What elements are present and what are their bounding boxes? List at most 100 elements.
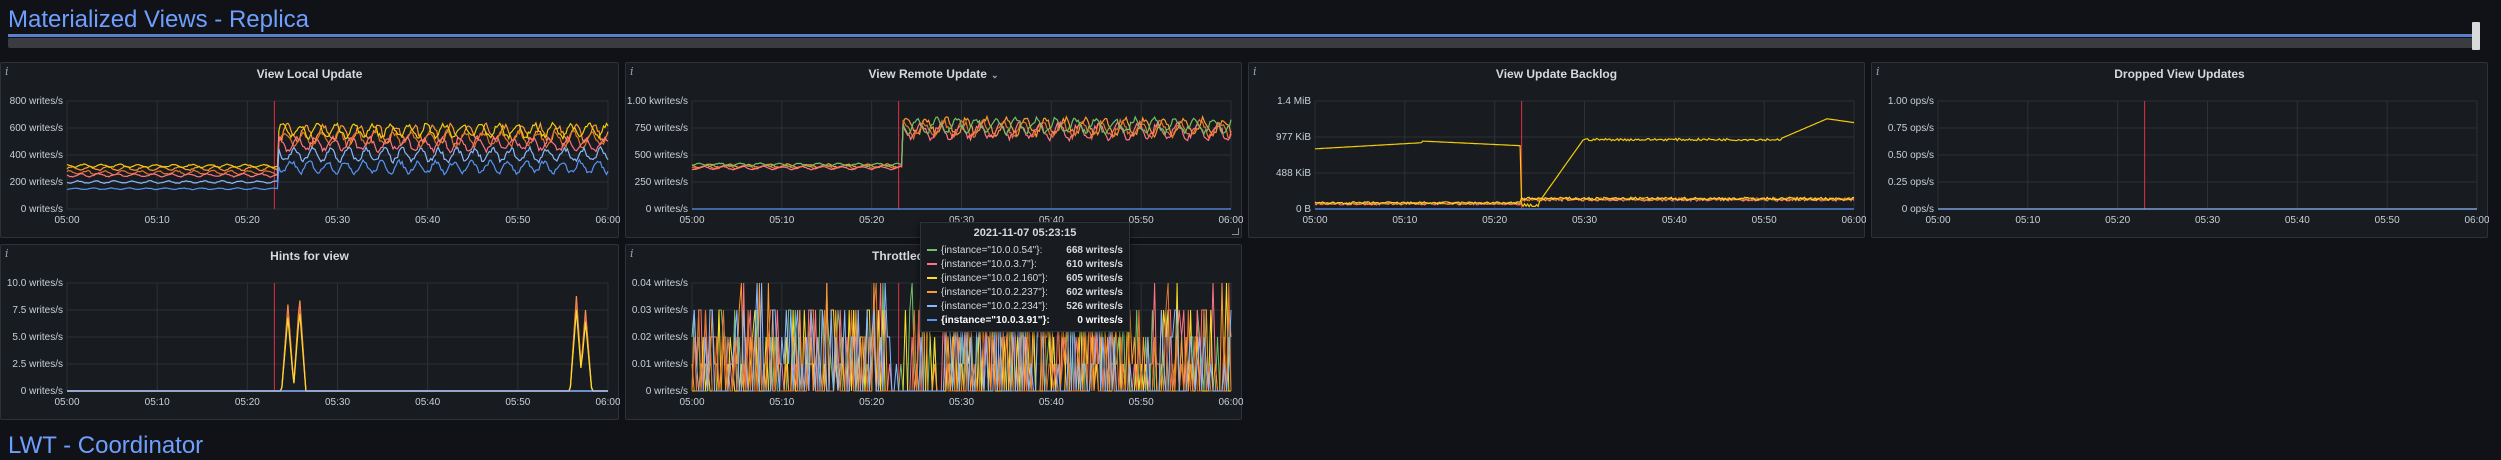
y-tick-label: 750 writes/s	[635, 123, 688, 134]
tooltip-series-value: 0 writes/s	[1077, 314, 1123, 326]
panel-title[interactable]: View Remote Update ⌄	[868, 67, 999, 81]
y-tick-label: 0.01 writes/s	[632, 359, 688, 370]
y-tick-label: 0.04 writes/s	[632, 278, 688, 289]
y-tick-label: 0.03 writes/s	[632, 305, 688, 316]
series-tooltip: 2021-11-07 05:23:15 {instance="10.0.0.54…	[920, 222, 1130, 332]
info-icon[interactable]: i	[630, 247, 634, 260]
series-line	[66, 158, 609, 191]
x-tick-label: 05:00	[1925, 215, 1950, 226]
tooltip-row: {instance="10.0.0.54"}: 668 writes/s	[927, 243, 1123, 257]
resize-handle[interactable]	[1232, 228, 1239, 235]
y-tick-label: 400 writes/s	[10, 150, 63, 161]
row-scrollbar-handle[interactable]	[2472, 22, 2480, 50]
x-tick-label: 05:30	[325, 397, 350, 408]
series-line	[66, 121, 609, 169]
x-tick-label: 05:10	[2015, 215, 2040, 226]
info-icon[interactable]: i	[630, 65, 634, 78]
series-line	[66, 134, 609, 178]
tooltip-row: {instance="10.0.2.234"}: 526 writes/s	[927, 299, 1123, 313]
x-tick-label: 05:00	[679, 397, 704, 408]
x-tick-label: 05:50	[1129, 215, 1154, 226]
x-tick-label: 05:40	[1662, 215, 1687, 226]
panel-view-update-backlog: i View Update Backlog 1.4 MiB 977 KiB 488 …	[1248, 62, 1866, 239]
panel-title[interactable]: View Local Update	[256, 67, 363, 81]
y-tick-label: 1.4 MiB	[1277, 96, 1311, 107]
tooltip-series-value: 602 writes/s	[1066, 286, 1123, 298]
info-icon[interactable]: i	[1876, 65, 1880, 78]
x-tick-label: 05:40	[415, 215, 440, 226]
y-tick-label: 800 writes/s	[10, 96, 63, 107]
tooltip-series-name: {instance="10.0.2.237"}:	[941, 286, 1048, 298]
x-tick-label: 05:00	[1302, 215, 1327, 226]
row-scrollbar-track[interactable]	[8, 38, 2480, 48]
x-tick-label: 05:50	[1752, 215, 1777, 226]
y-tick-label: 0 ops/s	[1902, 204, 1934, 215]
panel-title[interactable]: Hints for view	[270, 249, 349, 263]
x-tick-label: 06:00	[2464, 215, 2489, 226]
tooltip-row: {instance="10.0.2.237"}: 602 writes/s	[927, 285, 1123, 299]
x-tick-label: 05:30	[325, 215, 350, 226]
panel-view-local-update: i View Local Update 800 writes/s 600 writ…	[0, 62, 620, 239]
x-tick-label: 05:00	[679, 215, 704, 226]
chart-dropped-view-updates[interactable]: 1.00 ops/s 0.75 ops/s 0.50 ops/s 0.25 ops/s…	[1872, 63, 2489, 239]
x-tick-label: 05:50	[505, 215, 530, 226]
info-icon[interactable]: i	[5, 65, 9, 78]
y-tick-label: 200 writes/s	[10, 177, 63, 188]
panel-hints-for-view: i Hints for view 10.0 writes/s 7.5 writes…	[0, 244, 620, 421]
series-line	[1314, 196, 1855, 205]
panel-dropped-view-updates: i Dropped View Updates 1.00 ops/s 0.75 op…	[1871, 62, 2489, 239]
chart-view-remote-update[interactable]: 1.00 kwrites/s 750 writes/s 500 writes/s 25…	[626, 63, 1243, 239]
series-swatch	[927, 305, 937, 307]
x-tick-label: 05:10	[769, 397, 794, 408]
panel-title[interactable]: View Update Backlog	[1495, 67, 1618, 81]
x-tick-label: 05:50	[1129, 397, 1154, 408]
series-line	[66, 128, 609, 176]
chart-hints-for-view[interactable]: 10.0 writes/s 7.5 writes/s 5.0 writes/s 2.5…	[1, 245, 620, 421]
panel-title[interactable]: Dropped View Updates	[2114, 67, 2245, 81]
y-tick-label: 0.50 ops/s	[1888, 150, 1934, 161]
x-tick-label: 06:00	[1841, 215, 1866, 226]
info-icon[interactable]: i	[1253, 65, 1257, 78]
tooltip-series-value: 610 writes/s	[1066, 258, 1123, 270]
tooltip-series-name: {instance="10.0.3.7"}:	[941, 258, 1037, 270]
y-tick-label: 500 writes/s	[635, 150, 688, 161]
x-tick-label: 05:50	[505, 397, 530, 408]
y-tick-label: 0 writes/s	[646, 204, 688, 215]
series-line	[66, 145, 609, 185]
series-swatch	[927, 319, 937, 321]
y-tick-label: 1.00 kwrites/s	[627, 96, 688, 107]
tooltip-series-value: 526 writes/s	[1066, 300, 1123, 312]
row-divider	[8, 34, 2480, 37]
row-title-lwt-coordinator[interactable]: LWT - Coordinator	[8, 432, 204, 459]
x-tick-label: 05:20	[859, 397, 884, 408]
x-tick-label: 05:30	[1572, 215, 1597, 226]
x-tick-label: 05:40	[1039, 397, 1064, 408]
x-tick-label: 05:40	[1039, 215, 1064, 226]
tooltip-row: {instance="10.0.2.160"}: 605 writes/s	[927, 271, 1123, 285]
chevron-down-icon[interactable]: ⌄	[990, 70, 999, 80]
tooltip-series-name: {instance="10.0.3.91"}:	[941, 314, 1050, 326]
x-tick-label: 05:00	[54, 397, 79, 408]
x-tick-label: 05:40	[415, 397, 440, 408]
x-tick-label: 05:10	[1392, 215, 1417, 226]
x-tick-label: 05:20	[235, 215, 260, 226]
series-line	[691, 117, 1232, 170]
tooltip-series-value: 668 writes/s	[1066, 244, 1123, 256]
tooltip-rows: {instance="10.0.0.54"}: 668 writes/s {ins…	[927, 243, 1123, 327]
chart-view-update-backlog[interactable]: 1.4 MiB 977 KiB 488 KiB 0 B05:00 05:10 05:20 0…	[1249, 63, 1866, 239]
x-tick-label: 05:40	[2285, 215, 2310, 226]
series-swatch	[927, 291, 937, 293]
info-icon[interactable]: i	[5, 247, 9, 260]
tooltip-series-name: {instance="10.0.2.160"}:	[941, 272, 1048, 284]
chart-view-local-update[interactable]: 800 writes/s 600 writes/s 400 writes/s 200 …	[1, 63, 620, 239]
panel-title[interactable]: Throttled	[872, 249, 924, 263]
chart-throttled[interactable]: 0.04 writes/s 0.03 writes/s 0.02 writes/s 0…	[626, 245, 1243, 421]
x-tick-label: 06:00	[595, 215, 620, 226]
x-tick-label: 05:20	[235, 397, 260, 408]
y-tick-label: 10.0 writes/s	[7, 278, 63, 289]
x-tick-label: 05:20	[1482, 215, 1507, 226]
series-line	[1314, 118, 1855, 208]
y-tick-label: 1.00 ops/s	[1888, 96, 1934, 107]
tooltip-series-name: {instance="10.0.0.54"}:	[941, 244, 1043, 256]
row-title-materialized-views-replica[interactable]: Materialized Views - Replica	[8, 6, 310, 33]
